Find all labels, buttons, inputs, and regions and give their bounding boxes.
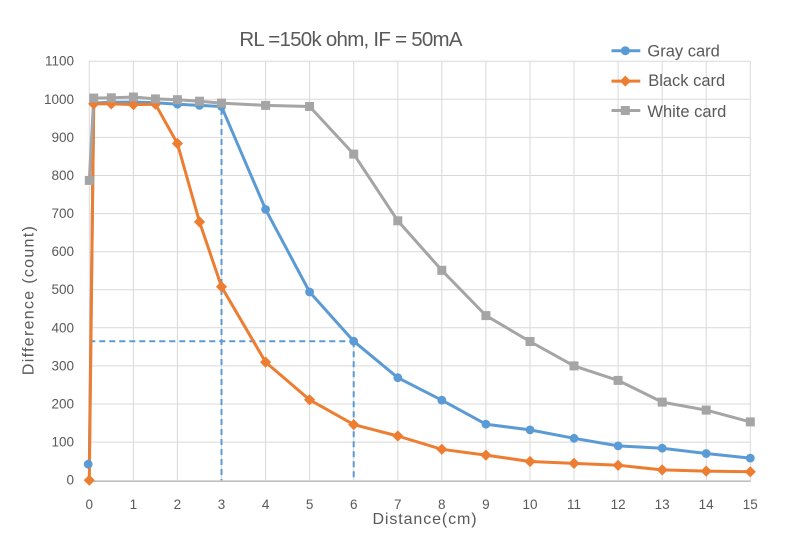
svg-text:Distance(cm): Distance(cm) <box>372 511 477 528</box>
svg-text:600: 600 <box>51 244 74 259</box>
svg-text:10: 10 <box>522 497 537 512</box>
svg-text:0: 0 <box>86 497 94 512</box>
svg-text:0: 0 <box>66 473 74 488</box>
svg-text:12: 12 <box>611 497 626 512</box>
svg-text:Black card: Black card <box>648 72 725 90</box>
svg-text:4: 4 <box>262 497 270 512</box>
svg-text:8: 8 <box>438 497 446 512</box>
svg-text:9: 9 <box>482 497 490 512</box>
svg-text:15: 15 <box>743 497 758 512</box>
svg-text:1000: 1000 <box>44 92 74 107</box>
svg-text:400: 400 <box>51 320 74 335</box>
svg-text:Difference (count): Difference (count) <box>21 225 38 375</box>
svg-text:7: 7 <box>394 497 402 512</box>
svg-text:13: 13 <box>655 497 670 512</box>
svg-text:800: 800 <box>51 168 74 183</box>
svg-text:White card: White card <box>647 103 726 121</box>
svg-text:Gray card: Gray card <box>647 42 719 60</box>
svg-text:900: 900 <box>51 130 74 145</box>
svg-text:14: 14 <box>699 497 715 512</box>
svg-text:500: 500 <box>51 282 74 297</box>
svg-text:300: 300 <box>51 358 74 373</box>
svg-text:11: 11 <box>567 497 581 512</box>
svg-text:700: 700 <box>51 206 74 221</box>
svg-text:1100: 1100 <box>45 54 74 69</box>
svg-text:2: 2 <box>174 497 182 512</box>
svg-text:RL =150k ohm, IF = 50mA: RL =150k ohm, IF = 50mA <box>239 28 462 51</box>
svg-text:6: 6 <box>350 497 358 512</box>
svg-text:100: 100 <box>51 435 74 450</box>
svg-text:5: 5 <box>306 497 314 512</box>
svg-text:200: 200 <box>51 397 74 412</box>
svg-text:3: 3 <box>218 497 226 512</box>
svg-text:1: 1 <box>130 497 138 512</box>
